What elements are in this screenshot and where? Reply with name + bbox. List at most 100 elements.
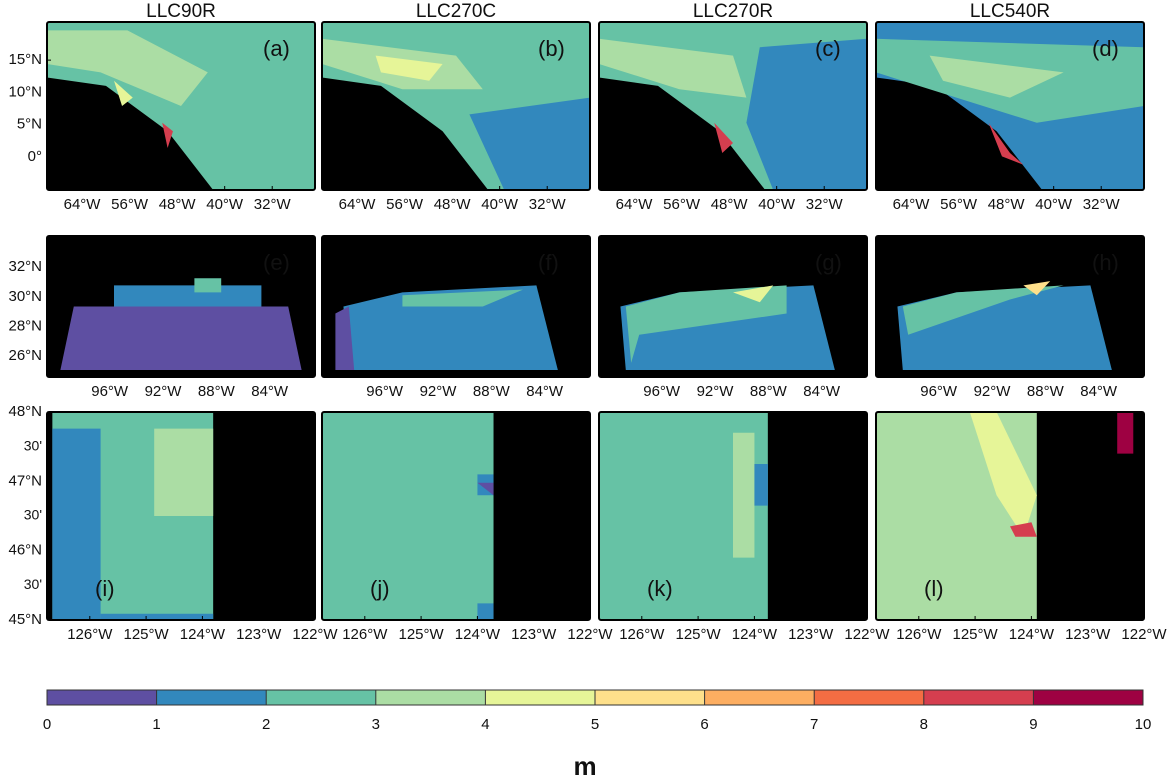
x-tick-label: 56°W: [386, 196, 424, 213]
field-region: [114, 80, 133, 106]
colorbar-segment: [47, 690, 157, 705]
panel-label: (f): [538, 250, 559, 275]
x-tick-label: 96°W: [643, 383, 681, 400]
x-tick-label: 123°W: [236, 626, 282, 643]
panel-frame: [46, 235, 316, 378]
y-tick-label: 15°N: [8, 51, 42, 68]
colorbar-segment: [814, 690, 924, 705]
x-tick-label: 92°W: [420, 383, 458, 400]
x-tick-label: 84°W: [251, 383, 289, 400]
x-tick-label: 48°W: [988, 196, 1026, 213]
x-tick-label: 125°W: [123, 626, 169, 643]
field-region: [969, 412, 1037, 537]
panel-label: (g): [815, 250, 842, 275]
y-tick-label: 32°N: [8, 258, 42, 275]
field-region: [477, 482, 494, 496]
x-tick-label: 125°W: [952, 626, 998, 643]
field-region: [114, 285, 262, 307]
x-tick-label: 123°W: [1065, 626, 1111, 643]
colorbar-tick-label: 0: [43, 716, 51, 733]
field-region: [402, 289, 523, 307]
panel-label: (h): [1092, 250, 1119, 275]
x-tick-label: 122°W: [1121, 626, 1167, 643]
x-tick-label: 92°W: [974, 383, 1012, 400]
x-tick-label: 88°W: [198, 383, 236, 400]
panel-label: (i): [95, 576, 115, 601]
panel-frame: [875, 235, 1145, 378]
x-tick-label: 48°W: [711, 196, 749, 213]
colorbar-tick-label: 3: [372, 716, 380, 733]
x-tick-label: 48°W: [159, 196, 197, 213]
y-tick-label: 26°N: [8, 347, 42, 364]
colorbar-segment: [485, 690, 595, 705]
colorbar-tick-label: 10: [1135, 716, 1152, 733]
panel-label: (a): [263, 36, 290, 61]
x-tick-label: 96°W: [366, 383, 404, 400]
colorbar-segment: [375, 690, 486, 705]
x-tick-label: 32°W: [1083, 196, 1121, 213]
y-tick-label: 30': [24, 437, 42, 453]
colorbar-tick-label: 9: [1029, 716, 1037, 733]
map-panel: (g): [598, 235, 868, 378]
panel-label: (d): [1092, 36, 1119, 61]
panel-label: (c): [815, 36, 841, 61]
colorbar-tick-label: 5: [591, 716, 599, 733]
panel-frame: [875, 411, 1145, 621]
field-region: [929, 55, 1064, 98]
map-panel: (j): [321, 411, 591, 621]
y-tick-label: 30': [24, 507, 42, 523]
column-title: LLC270R: [693, 1, 773, 22]
x-tick-label: 40°W: [481, 196, 519, 213]
map-panel: (k): [598, 411, 868, 621]
y-tick-label: 48°N: [8, 403, 42, 420]
x-tick-label: 88°W: [473, 383, 511, 400]
x-tick-label: 84°W: [1080, 383, 1118, 400]
field-region: [1023, 281, 1051, 296]
field-region: [902, 285, 1064, 335]
x-tick-label: 123°W: [788, 626, 834, 643]
field-region: [154, 428, 214, 516]
x-tick-label: 64°W: [64, 196, 102, 213]
field-region: [754, 464, 768, 506]
colorbar-label: m: [573, 751, 596, 779]
panel-frame: [598, 235, 868, 378]
field-region: [47, 30, 208, 106]
map-panel: (f): [321, 235, 591, 378]
column-title: LLC540R: [970, 1, 1050, 22]
colorbar-tick-label: 4: [481, 716, 489, 733]
field-region: [1010, 522, 1037, 537]
panel-frame: [321, 411, 591, 621]
field-region: [599, 38, 747, 98]
x-tick-label: 56°W: [663, 196, 701, 213]
colorbar-tick-label: 2: [262, 716, 270, 733]
map-panel: (h): [875, 235, 1145, 378]
panel-label: (l): [924, 576, 944, 601]
colorbar-segment: [923, 690, 1034, 705]
colorbar-segment: [1033, 690, 1143, 705]
map-panel: (l): [875, 411, 1145, 621]
field-region: [335, 306, 355, 370]
panel-label: (j): [370, 576, 390, 601]
x-tick-label: 125°W: [675, 626, 721, 643]
field-region: [52, 428, 101, 620]
x-tick-label: 40°W: [1035, 196, 1073, 213]
field-region: [375, 55, 443, 81]
x-tick-label: 122°W: [844, 626, 890, 643]
x-tick-label: 64°W: [893, 196, 931, 213]
x-tick-label: 32°W: [806, 196, 844, 213]
panel-frame: [46, 21, 316, 191]
x-tick-label: 56°W: [940, 196, 978, 213]
map-panel: (a): [46, 21, 316, 191]
field-region: [988, 122, 1024, 165]
field-region: [162, 122, 173, 148]
y-tick-label: 0°: [28, 148, 42, 165]
field-region: [733, 285, 774, 303]
panel-label: (b): [538, 36, 565, 61]
y-tick-label: 46°N: [8, 542, 42, 559]
y-tick-label: 10°N: [8, 83, 42, 100]
colorbar-segment: [595, 690, 705, 705]
y-tick-label: 5°N: [17, 116, 42, 133]
x-tick-label: 125°W: [398, 626, 444, 643]
panel-label: (e): [263, 250, 290, 275]
field-region: [60, 306, 302, 370]
